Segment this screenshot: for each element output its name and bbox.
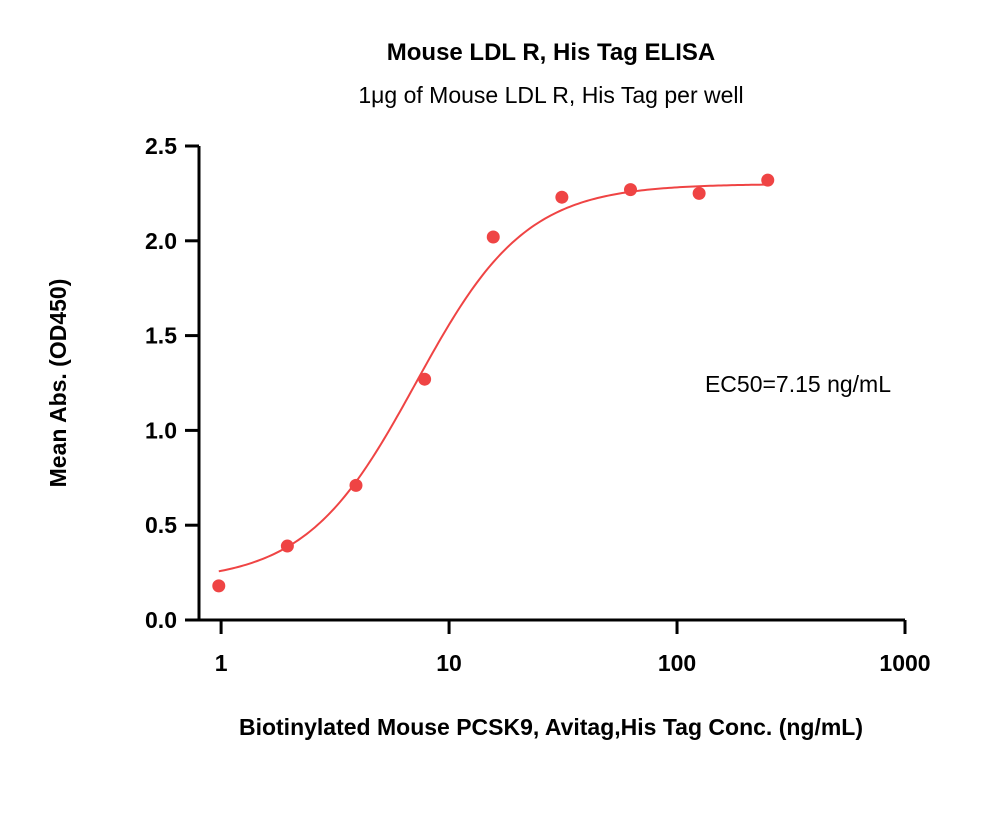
data-point — [555, 190, 569, 204]
data-point — [623, 183, 637, 197]
axes — [197, 146, 905, 622]
data-point — [692, 186, 706, 200]
x-tick-label: 10 — [436, 650, 462, 676]
data-point — [761, 173, 775, 187]
y-tick-label: 2.5 — [145, 133, 177, 159]
data-point — [486, 230, 500, 244]
chart-subtitle: 1μg of Mouse LDL R, His Tag per well — [358, 82, 743, 108]
y-tick-label: 0.0 — [145, 607, 177, 633]
data-point — [280, 539, 294, 553]
y-tick-label: 1.0 — [145, 417, 177, 443]
ec50-annotation: EC50=7.15 ng/mL — [705, 371, 891, 397]
y-tick-label: 0.5 — [145, 512, 177, 538]
chart-title: Mouse LDL R, His Tag ELISA — [387, 39, 715, 66]
y-tick-label: 1.5 — [145, 323, 177, 349]
y-tick-label: 2.0 — [145, 228, 177, 254]
data-point — [349, 478, 363, 492]
x-tick-label: 1000 — [879, 650, 930, 676]
y-ticks: 0.0 0.5 1.0 1.5 2.0 2.5 — [145, 133, 199, 633]
x-ticks: 1 10 100 1000 — [215, 620, 931, 676]
x-tick-label: 100 — [658, 650, 696, 676]
data-point — [212, 579, 226, 593]
x-axis-label: Biotinylated Mouse PCSK9, Avitag,His Tag… — [239, 714, 863, 740]
data-point — [418, 372, 432, 386]
fit-curve — [218, 183, 768, 573]
fit-curve-layer — [218, 183, 768, 573]
data-points-layer — [212, 173, 775, 593]
y-axis-label: Mean Abs. (OD450) — [45, 279, 71, 488]
x-tick-label: 1 — [215, 650, 228, 676]
